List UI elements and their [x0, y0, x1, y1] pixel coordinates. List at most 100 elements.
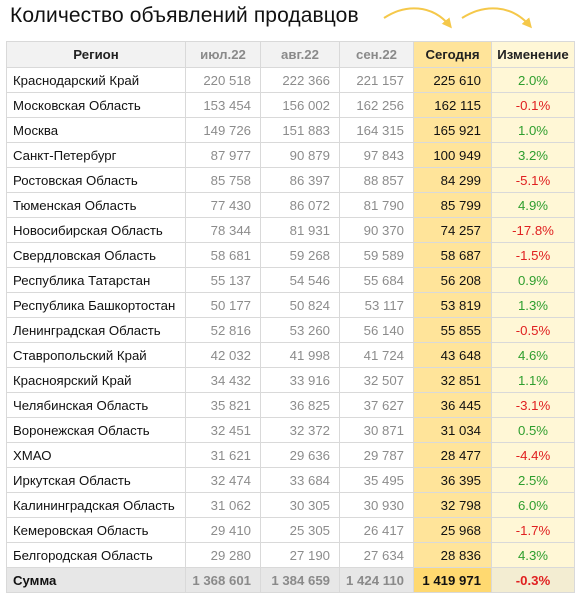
change-cell: -1.5% [491, 242, 575, 268]
today-cell: 28 836 [413, 542, 492, 568]
table-row: Новосибирская Область 78 344 81 931 90 370 7… [6, 217, 575, 243]
region-cell: Краснодарский Край [6, 67, 186, 93]
aug-cell: 27 190 [260, 542, 340, 568]
jul-cell: 52 816 [185, 317, 261, 343]
today-cell: 55 855 [413, 317, 492, 343]
region-cell: Иркутская Область [6, 467, 186, 493]
region-cell: Красноярский Край [6, 367, 186, 393]
region-cell: ХМАО [6, 442, 186, 468]
table-row: Белгородская Область 29 280 27 190 27 634 28… [6, 542, 575, 568]
today-cell: 32 851 [413, 367, 492, 393]
region-cell: Воронежская Область [6, 417, 186, 443]
sep-cell: 81 790 [339, 192, 414, 218]
jul-cell: 31 621 [185, 442, 261, 468]
jul-cell: 29 410 [185, 517, 261, 543]
today-cell: 28 477 [413, 442, 492, 468]
jul-cell: 35 821 [185, 392, 261, 418]
sep-cell: 53 117 [339, 292, 414, 318]
jul-cell: 149 726 [185, 117, 261, 143]
sellers-table: Регион июл.22 авг.22 сен.22 Сегодня Изме… [6, 41, 575, 593]
total-label: Сумма [6, 567, 186, 593]
today-cell: 85 799 [413, 192, 492, 218]
sep-cell: 56 140 [339, 317, 414, 343]
change-cell: 4.9% [491, 192, 575, 218]
col-header-jul[interactable]: июл.22 [185, 41, 261, 68]
aug-cell: 33 684 [260, 467, 340, 493]
table-row: ХМАО 31 621 29 636 29 787 28 477 -4.4% [6, 442, 575, 468]
today-cell: 100 949 [413, 142, 492, 168]
aug-cell: 222 366 [260, 67, 340, 93]
col-header-change[interactable]: Изменение [491, 41, 575, 68]
sep-cell: 59 589 [339, 242, 414, 268]
page-title: Количество объявлений продавцов [10, 4, 359, 27]
jul-cell: 77 430 [185, 192, 261, 218]
jul-cell: 42 032 [185, 342, 261, 368]
aug-cell: 33 916 [260, 367, 340, 393]
sep-cell: 37 627 [339, 392, 414, 418]
table-row: Республика Татарстан 55 137 54 546 55 684 56… [6, 267, 575, 293]
col-header-aug[interactable]: авг.22 [260, 41, 340, 68]
jul-cell: 31 062 [185, 492, 261, 518]
table-row: Москва 149 726 151 883 164 315 165 921 1.0% [6, 117, 575, 143]
col-header-region[interactable]: Регион [6, 41, 186, 68]
aug-cell: 86 072 [260, 192, 340, 218]
change-cell: 1.1% [491, 367, 575, 393]
region-cell: Челябинская Область [6, 392, 186, 418]
today-cell: 74 257 [413, 217, 492, 243]
today-cell: 36 445 [413, 392, 492, 418]
region-cell: Белгородская Область [6, 542, 186, 568]
today-cell: 165 921 [413, 117, 492, 143]
aug-cell: 59 268 [260, 242, 340, 268]
today-cell: 56 208 [413, 267, 492, 293]
today-cell: 58 687 [413, 242, 492, 268]
aug-cell: 53 260 [260, 317, 340, 343]
table-row: Ленинградская Область 52 816 53 260 56 140 5… [6, 317, 575, 343]
region-cell: Калининградская Область [6, 492, 186, 518]
header-row: Регион июл.22 авг.22 сен.22 Сегодня Изме… [6, 41, 575, 68]
change-cell: 6.0% [491, 492, 575, 518]
change-cell: 4.6% [491, 342, 575, 368]
aug-cell: 90 879 [260, 142, 340, 168]
region-cell: Санкт-Петербург [6, 142, 186, 168]
table-row: Республика Башкортостан 50 177 50 824 53 11… [6, 292, 575, 318]
aug-cell: 30 305 [260, 492, 340, 518]
aug-cell: 54 546 [260, 267, 340, 293]
change-cell: -5.1% [491, 167, 575, 193]
jul-cell: 32 451 [185, 417, 261, 443]
table-row: Калининградская Область 31 062 30 305 30 93… [6, 492, 575, 518]
aug-cell: 32 372 [260, 417, 340, 443]
region-cell: Ставропольский Край [6, 342, 186, 368]
change-cell: 3.2% [491, 142, 575, 168]
sep-cell: 164 315 [339, 117, 414, 143]
total-today: 1 419 971 [413, 567, 492, 593]
table-row: Санкт-Петербург 87 977 90 879 97 843 100 949… [6, 142, 575, 168]
jul-cell: 29 280 [185, 542, 261, 568]
col-header-today[interactable]: Сегодня [413, 41, 492, 68]
today-cell: 84 299 [413, 167, 492, 193]
region-cell: Свердловская Область [6, 242, 186, 268]
curved-arrow-icon [383, 7, 452, 29]
table-row: Ставропольский Край 42 032 41 998 41 724 43 … [6, 342, 575, 368]
sep-cell: 221 157 [339, 67, 414, 93]
today-cell: 225 610 [413, 67, 492, 93]
change-cell: 0.9% [491, 267, 575, 293]
region-cell: Московская Область [6, 92, 186, 118]
sep-cell: 55 684 [339, 267, 414, 293]
sep-cell: 41 724 [339, 342, 414, 368]
sep-cell: 29 787 [339, 442, 414, 468]
today-cell: 25 968 [413, 517, 492, 543]
sep-cell: 97 843 [339, 142, 414, 168]
today-cell: 53 819 [413, 292, 492, 318]
change-cell: -17.8% [491, 217, 575, 243]
change-cell: -1.7% [491, 517, 575, 543]
jul-cell: 153 454 [185, 92, 261, 118]
change-cell: -0.1% [491, 92, 575, 118]
region-cell: Республика Татарстан [6, 267, 186, 293]
col-header-sep[interactable]: сен.22 [339, 41, 414, 68]
curved-arrow-icon [461, 7, 532, 29]
change-cell: -4.4% [491, 442, 575, 468]
region-cell: Москва [6, 117, 186, 143]
today-cell: 31 034 [413, 417, 492, 443]
table-row: Иркутская Область 32 474 33 684 35 495 36 39… [6, 467, 575, 493]
aug-cell: 86 397 [260, 167, 340, 193]
